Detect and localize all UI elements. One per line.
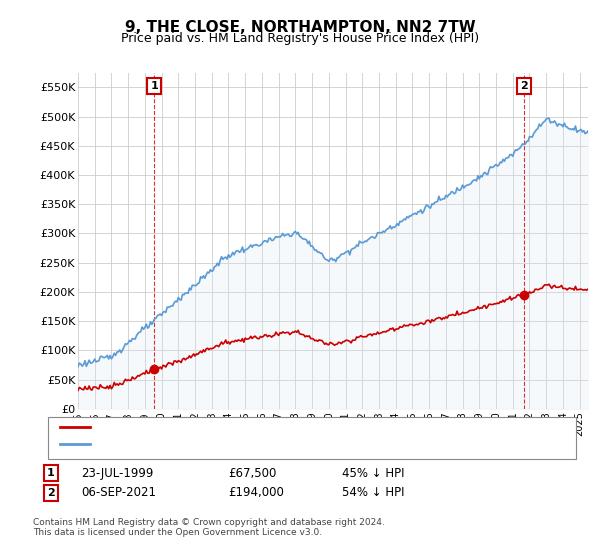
Text: 45% ↓ HPI: 45% ↓ HPI — [342, 466, 404, 480]
Text: 2: 2 — [47, 488, 55, 498]
Text: 1: 1 — [150, 81, 158, 91]
Text: £194,000: £194,000 — [228, 486, 284, 500]
Text: 54% ↓ HPI: 54% ↓ HPI — [342, 486, 404, 500]
Text: 9, THE CLOSE, NORTHAMPTON, NN2 7TW: 9, THE CLOSE, NORTHAMPTON, NN2 7TW — [125, 20, 475, 35]
Text: 1: 1 — [47, 468, 55, 478]
Text: 2: 2 — [520, 81, 528, 91]
Text: £67,500: £67,500 — [228, 466, 277, 480]
Text: Contains HM Land Registry data © Crown copyright and database right 2024.
This d: Contains HM Land Registry data © Crown c… — [33, 518, 385, 538]
Text: 9, THE CLOSE, NORTHAMPTON, NN2 7TW (detached house): 9, THE CLOSE, NORTHAMPTON, NN2 7TW (deta… — [96, 422, 427, 432]
Text: 06-SEP-2021: 06-SEP-2021 — [81, 486, 156, 500]
Text: Price paid vs. HM Land Registry's House Price Index (HPI): Price paid vs. HM Land Registry's House … — [121, 32, 479, 45]
Text: 23-JUL-1999: 23-JUL-1999 — [81, 466, 154, 480]
Text: HPI: Average price, detached house, West Northamptonshire: HPI: Average price, detached house, West… — [96, 439, 435, 449]
